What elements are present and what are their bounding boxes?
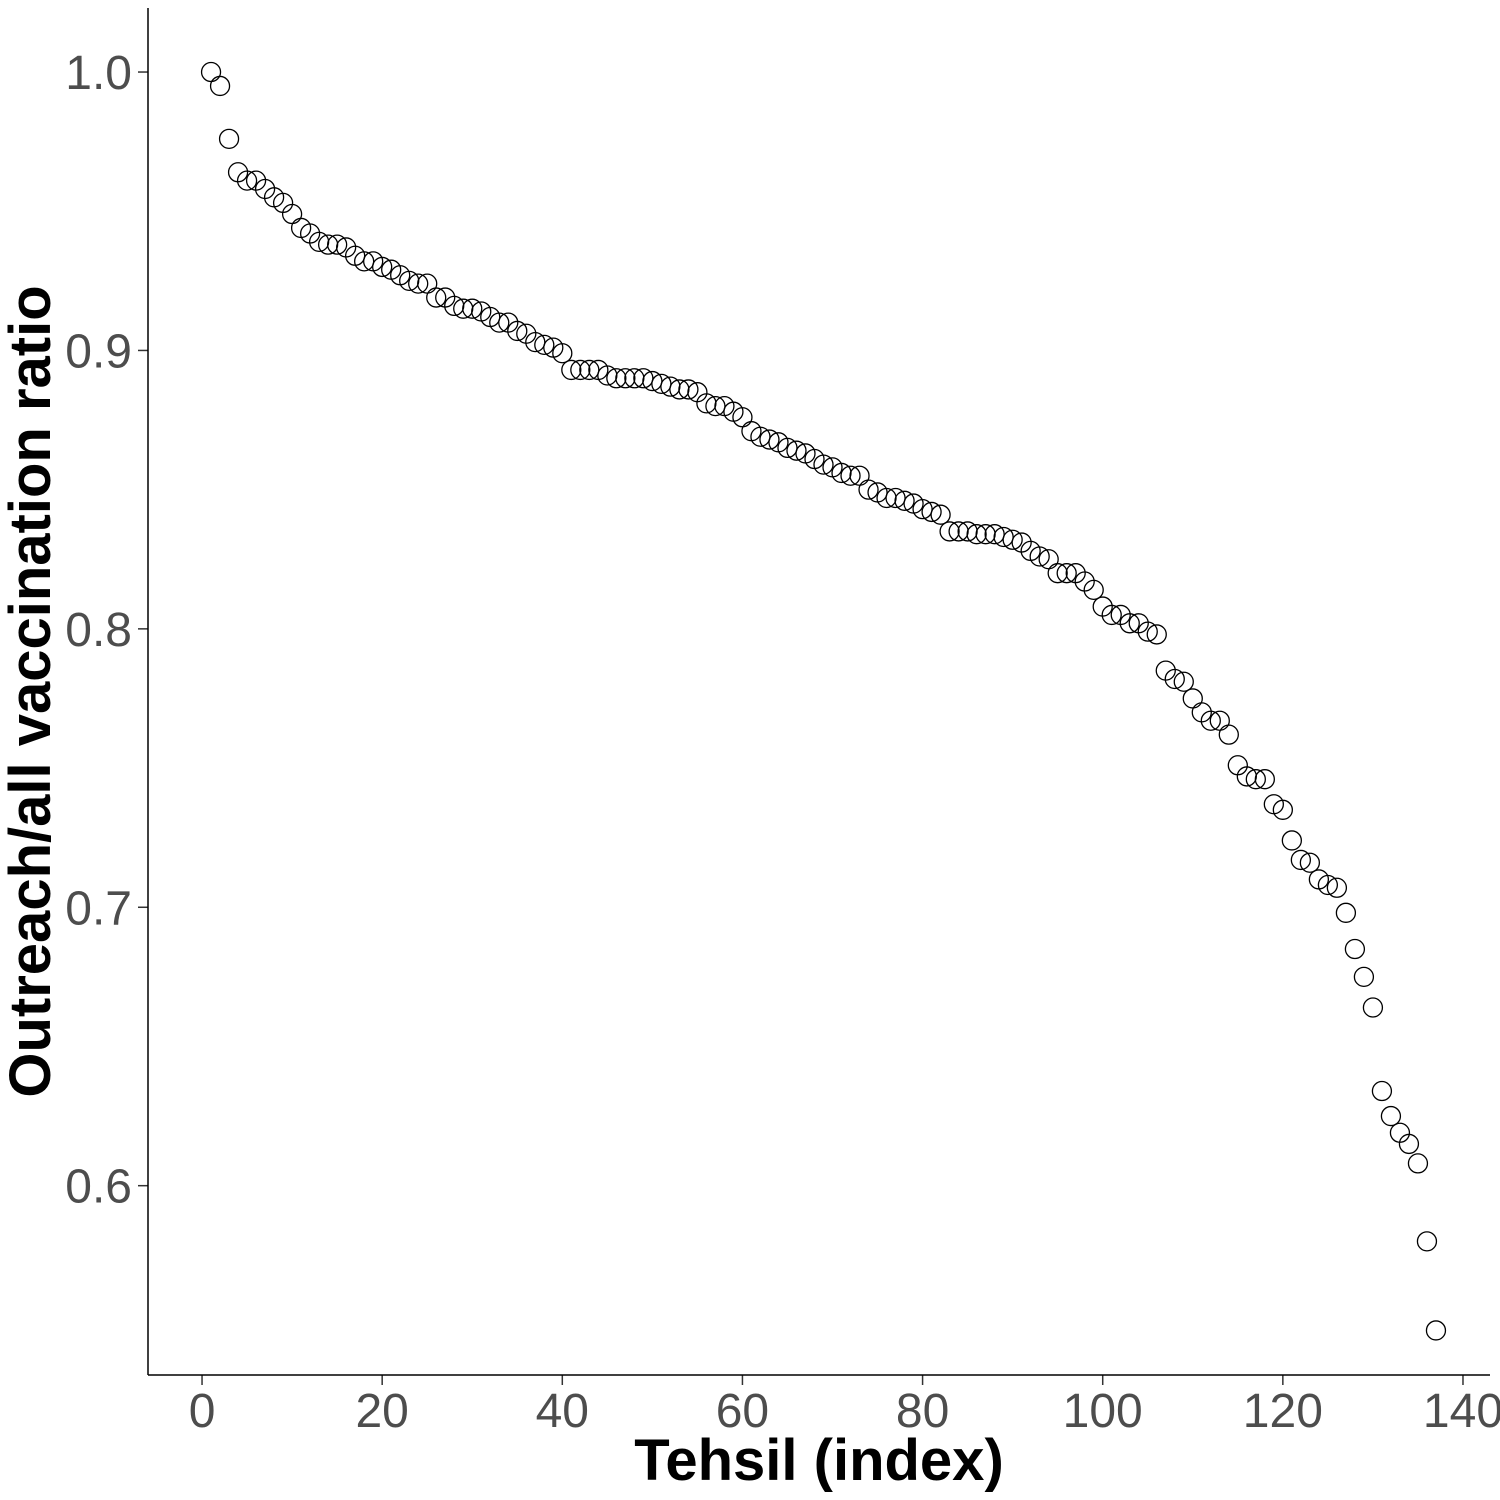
points-layer [200, 61, 1447, 1341]
data-point [966, 524, 987, 545]
data-point [633, 368, 654, 389]
data-point [984, 524, 1005, 545]
data-point [236, 170, 258, 191]
data-point [1182, 688, 1203, 709]
data-point [786, 440, 807, 461]
data-point [1281, 830, 1303, 851]
y-tick-label: 0.8 [65, 604, 132, 657]
data-point [606, 368, 627, 389]
data-point [921, 501, 942, 523]
x-tick-label: 140 [1423, 1385, 1500, 1438]
data-point [777, 437, 798, 459]
x-tick-label: 80 [896, 1385, 949, 1438]
y-tick-label: 0.9 [65, 325, 132, 378]
data-point [489, 312, 510, 333]
data-point [1353, 966, 1375, 988]
data-point [912, 498, 933, 520]
x-axis-title: Tehsil (index) [634, 1428, 1004, 1493]
data-point [885, 487, 906, 509]
x-tick-label: 0 [189, 1385, 216, 1438]
data-point [993, 526, 1014, 548]
data-point [1083, 579, 1104, 601]
x-tick-label: 20 [355, 1385, 408, 1438]
data-point [939, 521, 960, 542]
data-point [705, 395, 726, 417]
data-point [615, 368, 636, 389]
data-point [1164, 668, 1185, 690]
data-point [1047, 563, 1068, 584]
data-point [1362, 997, 1384, 1018]
data-point [462, 298, 483, 319]
data-point [1326, 877, 1348, 898]
y-tick-label: 0.7 [65, 882, 132, 935]
data-point [1029, 546, 1050, 567]
data-point [1425, 1320, 1447, 1341]
data-point [209, 75, 231, 97]
data-point [1056, 563, 1077, 584]
data-point [408, 273, 429, 294]
data-point [1371, 1080, 1393, 1102]
data-point [1002, 529, 1023, 550]
data-point [326, 234, 348, 255]
data-point [1398, 1133, 1420, 1155]
y-tick-label: 0.6 [65, 1161, 132, 1214]
data-point [1290, 849, 1312, 871]
data-point [561, 359, 582, 381]
data-point [1245, 769, 1266, 790]
data-point [930, 504, 951, 525]
y-axis-title: Outreach/all vaccination ratio [0, 285, 63, 1097]
data-point [579, 359, 600, 381]
data-point [1200, 710, 1221, 731]
data-point [372, 256, 393, 278]
data-point [1173, 671, 1194, 692]
x-tick-label: 60 [716, 1385, 769, 1438]
data-point [1137, 621, 1158, 642]
data-point [552, 343, 573, 364]
data-point [507, 320, 528, 342]
data-point [1335, 902, 1357, 923]
data-point [218, 128, 240, 150]
y-tick-label: 1.0 [65, 47, 132, 100]
data-point [1317, 874, 1339, 896]
x-axis-ticks: 0 20 40 60 80 100 120 140 [189, 1375, 1500, 1438]
data-point [534, 334, 555, 356]
data-point [1416, 1231, 1438, 1252]
data-point [651, 373, 672, 395]
data-point [1254, 769, 1275, 790]
data-point [1146, 624, 1167, 645]
x-tick-label: 40 [536, 1385, 589, 1438]
x-tick-label: 120 [1243, 1385, 1323, 1438]
data-point [1380, 1105, 1402, 1127]
data-point [642, 370, 663, 392]
data-point [1119, 613, 1140, 634]
data-point [1101, 604, 1122, 626]
data-point [813, 454, 834, 475]
data-point [759, 429, 780, 450]
data-point [570, 359, 591, 381]
data-point [1272, 799, 1293, 820]
data-point [354, 251, 375, 272]
data-point [426, 287, 447, 308]
x-tick-label: 100 [1063, 1385, 1143, 1438]
data-point [1407, 1153, 1429, 1174]
data-point [840, 465, 861, 486]
data-point [525, 331, 546, 353]
data-point [750, 426, 771, 447]
data-point [894, 490, 915, 511]
data-point [858, 479, 879, 500]
data-point [678, 379, 699, 400]
data-point [200, 61, 222, 83]
data-point [1299, 852, 1321, 873]
data-point [1218, 724, 1239, 745]
data-point [1344, 938, 1366, 960]
y-axis-ticks: 0.6 0.7 0.8 0.9 1.0 [65, 47, 148, 1214]
